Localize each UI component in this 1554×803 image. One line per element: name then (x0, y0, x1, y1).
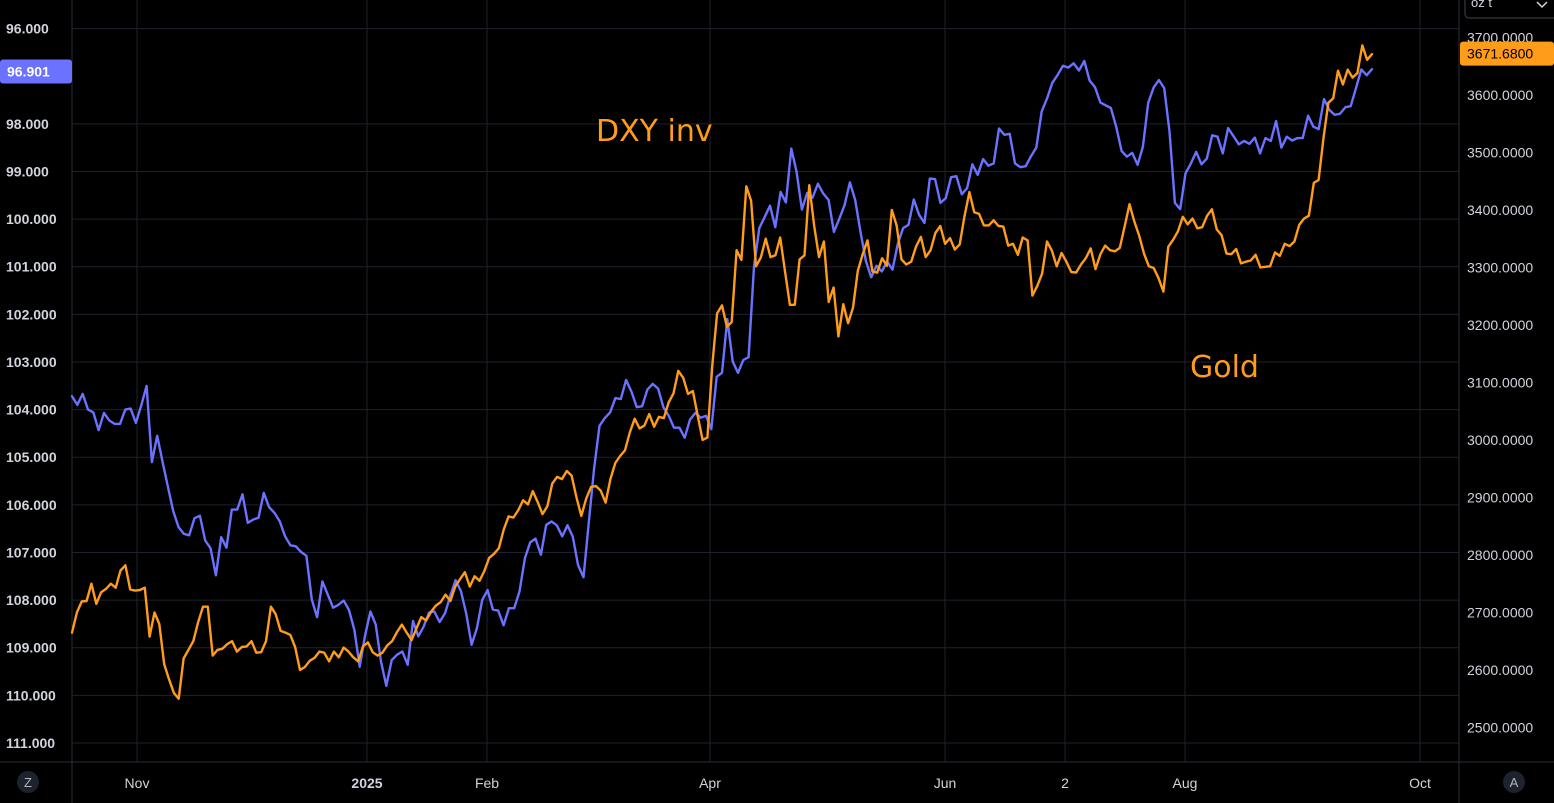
right-tick-label: 3400.0000 (1467, 202, 1533, 218)
time-tick-label: 2 (1061, 775, 1069, 791)
time-tick-label: Apr (699, 775, 721, 791)
time-tick-label: Jun (934, 775, 957, 791)
right-tick-label: 3300.0000 (1467, 259, 1533, 275)
right-tick-label: 3200.0000 (1467, 317, 1533, 333)
gold-last-value-badge (1460, 41, 1554, 66)
left-tick-label: 100.000 (6, 211, 57, 227)
left-tick-label: 107.000 (6, 544, 57, 560)
right-tick-label: 2900.0000 (1467, 489, 1533, 505)
right-tick-label: 2600.0000 (1467, 662, 1533, 678)
right-tick-label: 3600.0000 (1467, 87, 1533, 103)
time-axis[interactable]: Nov 2025 Feb Apr Jun 2 Aug Oct (125, 775, 1431, 791)
time-tick-label: Oct (1409, 775, 1431, 791)
left-tick-label: 99.000 (6, 163, 49, 179)
series-layer (70, 44, 1374, 700)
left-tick-label: 103.000 (6, 354, 57, 370)
right-tick-label: 2500.0000 (1467, 719, 1533, 735)
gold-last-value-label: 3671.6800 (1467, 46, 1533, 62)
right-axis[interactable]: 2500.0000 2600.0000 2700.0000 2800.0000 2900… (1467, 29, 1533, 735)
left-tick-label: 98.000 (6, 116, 49, 132)
left-tick-label: 111.000 (6, 735, 55, 751)
left-tick-label: 96.000 (6, 21, 49, 37)
left-tick-label: 104.000 (6, 402, 57, 418)
time-tick-label: Nov (125, 775, 150, 791)
time-tick-label: Feb (475, 775, 499, 791)
left-tick-label: 106.000 (6, 497, 57, 513)
right-tick-label: 3000.0000 (1467, 432, 1533, 448)
annotation-layer: DXY inv Gold (596, 114, 1259, 385)
left-tick-label: 101.000 (6, 259, 57, 275)
time-tick-label: Aug (1173, 775, 1198, 791)
right-tick-label: 2800.0000 (1467, 547, 1533, 563)
annotation-dxy: DXY inv (596, 114, 713, 149)
timezone-button-label: Z (24, 775, 32, 790)
left-tick-label: 102.000 (6, 306, 57, 322)
left-tick-label: 105.000 (6, 449, 57, 465)
left-tick-label: 110.000 (6, 687, 56, 703)
left-axis[interactable]: 96.000 98.000 99.000 100.000 101.000 102.000 1… (6, 21, 57, 751)
unit-selector-label: oz t (1471, 0, 1492, 10)
timezone-button[interactable]: Z (17, 771, 39, 793)
auto-scale-button-label: A (1510, 775, 1519, 790)
chevron-down-icon (1536, 1, 1548, 9)
badge-layer: 96.901 3671.6800 (0, 41, 1554, 84)
right-tick-label: 2700.0000 (1467, 604, 1533, 620)
auto-scale-button[interactable]: A (1503, 771, 1525, 793)
right-tick-label: 3700.0000 (1467, 29, 1533, 45)
series-line-dxy[interactable] (70, 59, 1374, 687)
right-tick-label: 3500.0000 (1467, 144, 1533, 160)
left-tick-label: 109.000 (6, 640, 57, 656)
dxy-last-value-label: 96.901 (7, 63, 50, 79)
right-tick-label: 3100.0000 (1467, 374, 1533, 390)
dxy-last-value-badge (0, 59, 72, 84)
series-line-gold[interactable] (70, 44, 1374, 700)
annotation-gold: Gold (1190, 350, 1259, 385)
unit-selector[interactable]: oz t (1464, 0, 1554, 19)
left-tick-label: 108.000 (6, 592, 57, 608)
time-tick-label: 2025 (351, 775, 382, 791)
